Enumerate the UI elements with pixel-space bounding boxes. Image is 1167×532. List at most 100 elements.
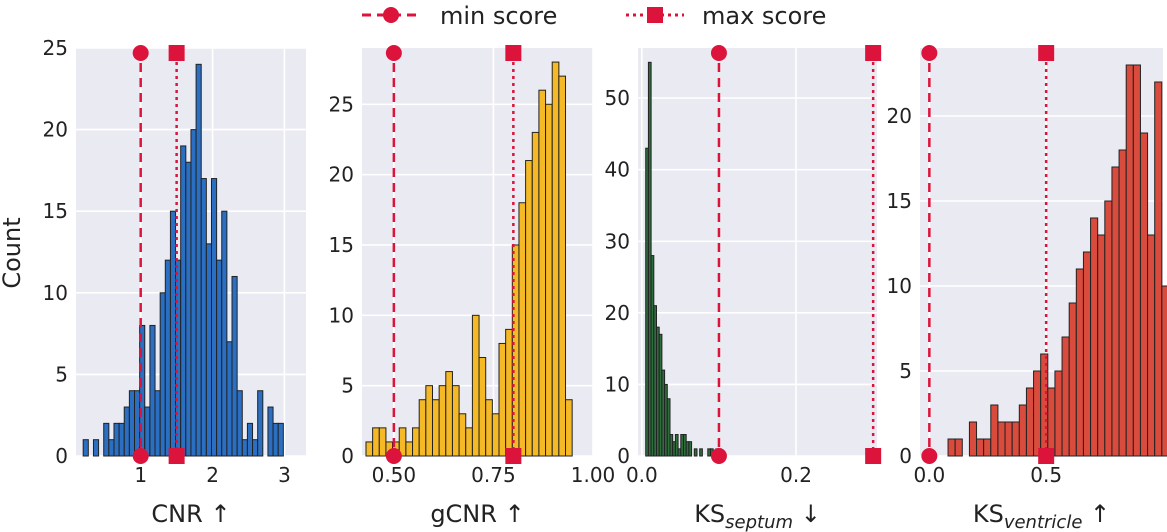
histogram-bar <box>1147 234 1156 457</box>
histogram-bar <box>425 385 433 457</box>
histogram-bar <box>108 439 115 457</box>
histogram-bar <box>1033 370 1042 457</box>
min-score-legend-marker <box>383 7 399 23</box>
histogram-bar <box>231 275 238 457</box>
histogram-bar <box>190 129 197 457</box>
histogram-bar <box>471 314 480 457</box>
y-tick-label: 15 <box>887 189 912 213</box>
histogram-bar <box>947 438 956 457</box>
histogram-bar <box>372 427 380 457</box>
histogram-bar <box>565 399 573 457</box>
max-score-marker-bottom <box>865 448 882 464</box>
min-score-marker-bottom <box>132 448 149 464</box>
histogram-bar <box>169 210 177 457</box>
histogram-bar <box>451 385 460 457</box>
histogram-bar <box>976 438 985 457</box>
x-axis-label: KSseptum ↓ <box>694 500 821 532</box>
x-axis-label: gCNR ↑ <box>430 500 524 528</box>
subplot-2: 0 5 10 15 20 25 0.50 0.75 1.00 gCNR ↑ <box>329 45 616 528</box>
histogram-bar <box>252 439 259 457</box>
histogram-bar <box>431 399 440 457</box>
histogram-bar <box>221 210 228 457</box>
histogram-bar <box>241 439 248 457</box>
max-score-marker-top <box>865 45 882 61</box>
x-tick-label: 0.0 <box>626 463 658 487</box>
histogram-bar <box>1111 166 1120 457</box>
x-tick-label: 3 <box>278 463 291 487</box>
min-score-marker-bottom <box>921 448 938 464</box>
x-tick-label: 0.2 <box>780 463 812 487</box>
max-score-marker-top <box>1038 45 1055 61</box>
histogram-bar <box>1139 132 1149 457</box>
histogram-bar <box>365 441 374 457</box>
histogram-bar <box>505 328 513 457</box>
histogram-bar <box>458 413 467 457</box>
histogram-bar <box>1118 149 1127 457</box>
max-score-marker-bottom <box>1038 448 1055 464</box>
histogram-bar <box>478 357 487 457</box>
histogram-bar <box>485 399 493 457</box>
y-tick-label: 25 <box>329 92 354 116</box>
histogram-bar <box>674 434 679 457</box>
histogram-bar <box>1132 64 1141 457</box>
histogram-bar <box>1025 387 1035 457</box>
histogram-bar <box>693 448 698 457</box>
histogram-bar <box>149 324 156 457</box>
histogram-bar <box>267 406 274 457</box>
histogram-bar <box>113 422 120 457</box>
histogram-bar <box>236 390 243 457</box>
histogram-bar <box>968 421 978 457</box>
histogram-bar <box>195 63 202 457</box>
max-score-marker-top <box>168 45 185 61</box>
histogram-bar <box>180 145 187 457</box>
y-tick-label: 40 <box>605 158 630 182</box>
x-tick-label: 0.75 <box>471 463 516 487</box>
histogram-bar <box>1047 387 1056 457</box>
histogram-bar <box>144 406 151 457</box>
x-axis-label: CNR ↑ <box>151 500 230 528</box>
histogram-bar <box>1090 217 1099 457</box>
histogram-bar <box>378 427 387 457</box>
histogram-bar <box>1054 370 1063 457</box>
histogram-bar <box>438 385 447 457</box>
histogram-bar <box>226 341 233 457</box>
x-tick-label: 0.0 <box>913 463 945 487</box>
y-tick-label: 0 <box>617 444 630 468</box>
histogram-bar <box>134 390 141 457</box>
y-axis-label: Count <box>0 217 26 288</box>
x-tick-label: 2 <box>206 463 219 487</box>
min-score-marker-bottom <box>385 448 402 464</box>
y-tick-label: 20 <box>887 104 912 128</box>
histogram-bar <box>990 404 999 457</box>
histogram-bar <box>412 427 420 457</box>
histogram-bar <box>277 422 284 457</box>
histogram-bar <box>518 202 527 457</box>
histogram-bar <box>205 243 212 457</box>
x-tick-label: 0.50 <box>372 463 417 487</box>
y-tick-label: 0 <box>55 444 68 468</box>
y-tick-label: 10 <box>887 274 912 298</box>
histogram-bar <box>185 161 192 457</box>
histogram-bar <box>954 438 963 457</box>
histogram-bar <box>139 324 146 457</box>
y-tick-label: 20 <box>43 118 68 142</box>
max-score-marker-top <box>505 45 522 61</box>
x-axis-label: KSventricle ↑ <box>973 500 1110 532</box>
legend-label-max-score: max score <box>702 2 826 30</box>
histogram-bar <box>200 178 207 457</box>
histogram-bar <box>1011 421 1020 457</box>
y-tick-label: 30 <box>605 229 630 253</box>
histogram-bar <box>538 89 547 457</box>
histogram-bar <box>246 422 254 457</box>
histogram-bar <box>1097 234 1106 457</box>
histogram-bar <box>418 399 427 457</box>
histogram-bar <box>498 342 507 457</box>
histogram-bar <box>531 131 540 457</box>
histogram-bar <box>123 406 130 457</box>
x-tick-label: 1.00 <box>571 463 616 487</box>
histogram-bar <box>1161 285 1167 457</box>
histogram-bar <box>997 421 1006 457</box>
max-score-marker-bottom <box>505 448 522 464</box>
